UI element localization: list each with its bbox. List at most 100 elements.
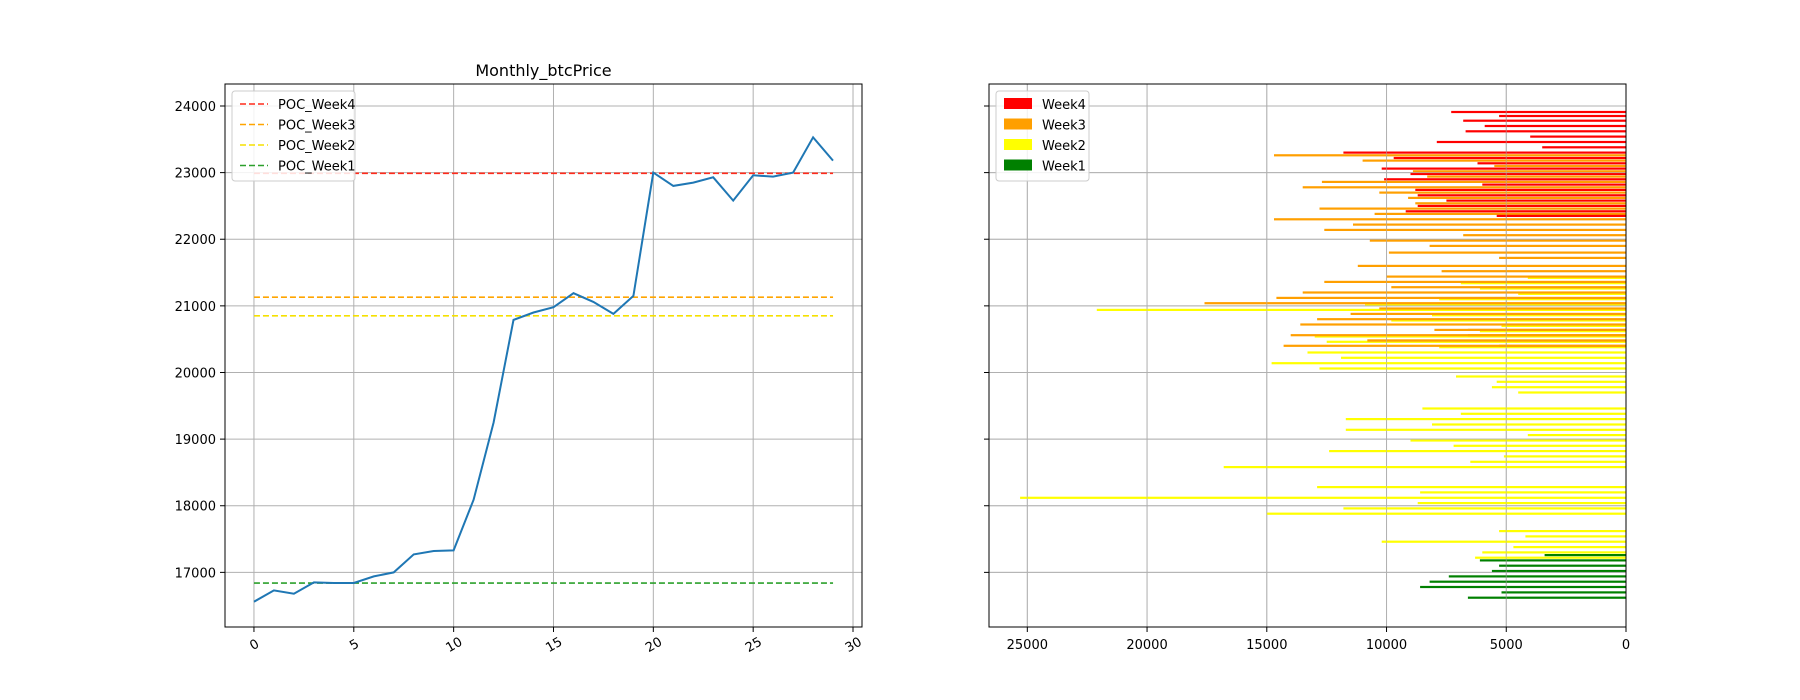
line-y-tick-label: 20000 bbox=[175, 366, 216, 381]
legend-week-label: Week4 bbox=[1042, 98, 1086, 113]
volume-bar bbox=[1513, 546, 1626, 549]
volume-bar bbox=[1324, 280, 1626, 283]
line-y-tick-label: 24000 bbox=[175, 100, 216, 115]
volume-bar bbox=[1276, 296, 1626, 299]
bar-legend-box bbox=[995, 90, 1090, 182]
legend-week-swatch bbox=[1004, 139, 1032, 150]
price-line bbox=[253, 135, 834, 603]
volume-bar bbox=[1343, 507, 1626, 510]
volume-bar bbox=[1317, 486, 1626, 489]
volume-bar bbox=[1381, 167, 1626, 170]
volume-bar bbox=[1463, 234, 1626, 237]
volume-bar bbox=[1446, 199, 1626, 202]
volume-bar bbox=[1544, 554, 1626, 557]
bar-legend: Week4 Week3 Week2 Week1 bbox=[995, 90, 1090, 182]
volume-bar bbox=[1503, 455, 1626, 458]
legend-poc-label: POC_Week1 bbox=[278, 160, 356, 175]
volume-bar bbox=[1329, 450, 1626, 453]
volume-bar bbox=[1353, 223, 1626, 226]
volume-bar bbox=[1475, 556, 1626, 559]
line-y-tick-label: 18000 bbox=[175, 500, 216, 515]
volume-bar bbox=[1388, 251, 1626, 254]
volume-bar bbox=[1477, 162, 1626, 165]
line-x-tick-label: 15 bbox=[543, 635, 565, 656]
volume-bar bbox=[1451, 110, 1626, 114]
line-y-tick-label: 19000 bbox=[175, 433, 216, 448]
volume-bar bbox=[1420, 491, 1626, 494]
volume-bar bbox=[1465, 130, 1626, 133]
volume-bar bbox=[1302, 186, 1626, 189]
volume-bar bbox=[1345, 418, 1626, 421]
line-x-tick-label: 10 bbox=[443, 635, 465, 656]
bar-y-ticks bbox=[984, 105, 989, 573]
volume-bar bbox=[1345, 428, 1626, 431]
volume-bar bbox=[1204, 302, 1626, 305]
volume-bar bbox=[1518, 391, 1626, 394]
volume-bar bbox=[1417, 204, 1626, 207]
volume-bar bbox=[1365, 303, 1626, 306]
volume-bar bbox=[1314, 335, 1626, 338]
volume-bar bbox=[1530, 135, 1626, 138]
line-legend: POC_Week4 POC_Week3 POC_Week2 POC_Week1 bbox=[231, 90, 356, 182]
legend-week-swatch bbox=[1004, 159, 1032, 171]
volume-bar bbox=[1408, 196, 1626, 199]
volume-bar bbox=[1420, 585, 1626, 589]
price-series bbox=[253, 135, 834, 603]
volume-bar bbox=[1319, 367, 1626, 370]
volume-bar bbox=[1527, 434, 1626, 437]
volume-bar bbox=[1499, 564, 1626, 567]
line-y-ticks: 17000 18000 19000 20000 21000 22000 23000 24000 bbox=[175, 100, 225, 581]
volume-bar bbox=[1479, 559, 1626, 562]
volume-bar bbox=[1319, 207, 1626, 210]
volume-bar bbox=[1391, 319, 1626, 322]
volume-bar bbox=[1482, 551, 1626, 554]
volume-bar bbox=[1525, 535, 1626, 538]
volume-bar bbox=[1542, 146, 1626, 149]
volume-bar bbox=[1302, 291, 1626, 294]
volume-bar bbox=[1384, 178, 1626, 181]
volume-bar bbox=[1357, 264, 1626, 267]
volume-bar bbox=[1432, 314, 1626, 317]
volume-bar bbox=[1274, 218, 1626, 221]
bar-x-tick-label: 15000 bbox=[1246, 638, 1287, 653]
bar-plot-frame bbox=[988, 83, 1627, 628]
line-chart-panel: 0 5 10 15 20 25 30 170001800019000200002100022… bbox=[175, 61, 865, 656]
line-x-tick-label: 25 bbox=[743, 635, 765, 656]
volume-bar bbox=[1422, 407, 1626, 410]
bar-x-tick-label: 25000 bbox=[1007, 638, 1048, 653]
volume-bar bbox=[1391, 286, 1626, 289]
volume-bar bbox=[1379, 307, 1626, 310]
volume-bar bbox=[1271, 362, 1626, 365]
volume-bars bbox=[1020, 110, 1626, 599]
line-x-tick-label: 30 bbox=[843, 635, 865, 656]
line-legend-box bbox=[231, 90, 356, 182]
volume-bar bbox=[1343, 151, 1626, 154]
volume-bar bbox=[1501, 324, 1626, 327]
line-y-tick-label: 23000 bbox=[175, 167, 216, 182]
volume-bar bbox=[1470, 460, 1626, 463]
bar-x-tick-label: 0 bbox=[1622, 638, 1630, 653]
volume-bar bbox=[1441, 270, 1626, 273]
legend-week-swatch bbox=[1004, 118, 1032, 130]
volume-bar bbox=[1096, 308, 1626, 311]
volume-bar bbox=[1417, 502, 1626, 505]
volume-bar bbox=[1290, 334, 1626, 337]
legend-poc-label: POC_Week2 bbox=[278, 139, 356, 154]
volume-bar bbox=[1456, 375, 1626, 378]
legend-week-swatch bbox=[1004, 98, 1032, 109]
volume-bar bbox=[1300, 323, 1626, 326]
volume-bar bbox=[1341, 356, 1626, 359]
volume-bar bbox=[1491, 386, 1626, 389]
volume-bar bbox=[1381, 540, 1626, 543]
volume-bar bbox=[1393, 156, 1626, 160]
legend-week-label: Week2 bbox=[1042, 139, 1086, 154]
volume-bar bbox=[1317, 318, 1626, 321]
volume-bar bbox=[1415, 202, 1626, 205]
volume-bar bbox=[1439, 298, 1626, 301]
volume-bar bbox=[1274, 154, 1626, 157]
volume-bar-overlay bbox=[1434, 328, 1626, 331]
bar-x-tick-label: 5000 bbox=[1490, 638, 1523, 653]
volume-bar bbox=[1432, 423, 1626, 426]
poc-reference-lines bbox=[253, 172, 834, 584]
